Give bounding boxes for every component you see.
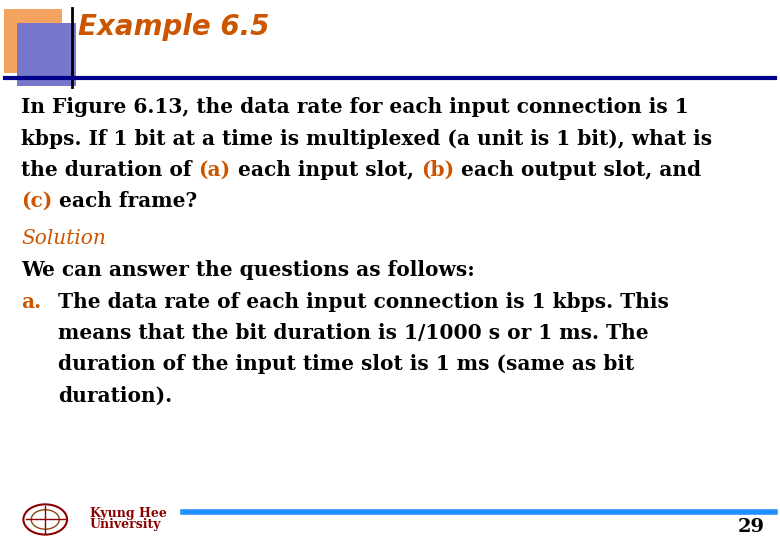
FancyBboxPatch shape	[4, 9, 62, 73]
Text: We can answer the questions as follows:: We can answer the questions as follows:	[21, 260, 475, 280]
Text: means that the bit duration is 1/1000 s or 1 ms. The: means that the bit duration is 1/1000 s …	[58, 323, 649, 343]
Text: In Figure 6.13, the data rate for each input connection is 1: In Figure 6.13, the data rate for each i…	[21, 97, 689, 117]
FancyBboxPatch shape	[17, 23, 76, 86]
Text: duration).: duration).	[58, 386, 172, 406]
Text: each frame?: each frame?	[52, 191, 197, 211]
Text: each input slot,: each input slot,	[231, 160, 420, 180]
Text: the duration of: the duration of	[21, 160, 199, 180]
Text: Kyung Hee: Kyung Hee	[90, 507, 167, 519]
Text: (c): (c)	[21, 191, 52, 211]
Text: (b): (b)	[420, 160, 454, 180]
Text: kbps. If 1 bit at a time is multiplexed (a unit is 1 bit), what is: kbps. If 1 bit at a time is multiplexed …	[21, 129, 712, 148]
Text: Solution: Solution	[21, 229, 106, 248]
Text: each output slot, and: each output slot, and	[454, 160, 701, 180]
Text: 29: 29	[737, 518, 764, 536]
Text: a.: a.	[21, 292, 41, 312]
Text: University: University	[90, 518, 161, 531]
Text: duration of the input time slot is 1 ms (same as bit: duration of the input time slot is 1 ms …	[58, 354, 635, 374]
Text: (a): (a)	[199, 160, 231, 180]
Text: The data rate of each input connection is 1 kbps. This: The data rate of each input connection i…	[58, 292, 669, 312]
Text: Example 6.5: Example 6.5	[78, 13, 269, 41]
